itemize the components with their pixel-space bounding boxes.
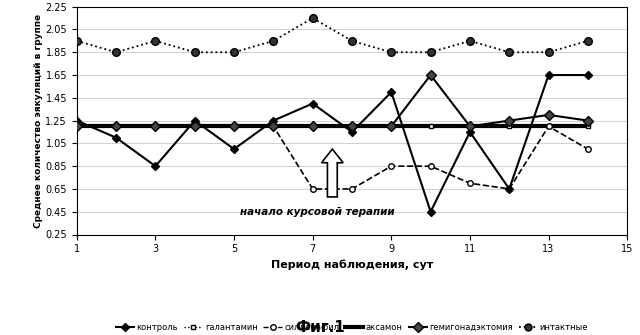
контроль (466, 130, 474, 134)
галантамин (387, 124, 395, 128)
галантамин (230, 124, 238, 128)
силденафил (112, 124, 120, 128)
галантамин (73, 124, 81, 128)
гемигонадэктомия (545, 113, 552, 117)
галантамин (506, 124, 513, 128)
аксамон (545, 124, 552, 128)
Line: силденафил: силденафил (74, 124, 591, 192)
интактные (152, 39, 159, 43)
контроль (506, 187, 513, 191)
интактные (545, 50, 552, 54)
интактные (269, 39, 277, 43)
контроль (230, 147, 238, 151)
аксамон (152, 124, 159, 128)
контроль (152, 164, 159, 168)
гемигонадэктомия (309, 124, 317, 128)
гемигонадэктомия (269, 124, 277, 128)
силденафил (191, 124, 198, 128)
силденафил (348, 187, 356, 191)
аксамон (506, 124, 513, 128)
контроль (348, 130, 356, 134)
интактные (73, 39, 81, 43)
гемигонадэктомия (387, 124, 395, 128)
гемигонадэктомия (466, 124, 474, 128)
Line: интактные: интактные (73, 14, 592, 56)
Line: галантамин: галантамин (74, 124, 590, 129)
аксамон (73, 124, 81, 128)
Line: контроль: контроль (74, 72, 591, 214)
контроль (387, 90, 395, 94)
Line: гемигонадэктомия: гемигонадэктомия (74, 72, 591, 130)
Y-axis label: Среднее количество эякуляций в группе: Среднее количество эякуляций в группе (33, 13, 42, 228)
силденафил (269, 124, 277, 128)
Legend: контроль, галантамин, силденафил, аксамон, гемигонадэктомия, интактные: контроль, галантамин, силденафил, аксамо… (113, 320, 591, 335)
интактные (309, 16, 317, 20)
галантамин (584, 124, 592, 128)
гемигонадэктомия (191, 124, 198, 128)
силденафил (466, 181, 474, 185)
аксамон (584, 124, 592, 128)
гемигонадэктомия (506, 119, 513, 123)
контроль (584, 73, 592, 77)
гемигонадэктомия (112, 124, 120, 128)
аксамон (387, 124, 395, 128)
силденафил (387, 164, 395, 168)
силденафил (309, 187, 317, 191)
силденафил (152, 124, 159, 128)
контроль (427, 210, 435, 214)
аксамон (309, 124, 317, 128)
интактные (506, 50, 513, 54)
галантамин (269, 124, 277, 128)
интактные (584, 39, 592, 43)
контроль (191, 119, 198, 123)
интактные (230, 50, 238, 54)
силденафил (545, 124, 552, 128)
FancyArrow shape (321, 149, 343, 197)
Text: начало курсовой терапии: начало курсовой терапии (240, 207, 395, 217)
интактные (427, 50, 435, 54)
галантамин (348, 124, 356, 128)
контроль (545, 73, 552, 77)
контроль (112, 136, 120, 140)
галантамин (152, 124, 159, 128)
гемигонадэктомия (584, 119, 592, 123)
галантамин (427, 124, 435, 128)
аксамон (427, 124, 435, 128)
интактные (191, 50, 198, 54)
интактные (112, 50, 120, 54)
аксамон (269, 124, 277, 128)
гемигонадэктомия (230, 124, 238, 128)
гемигонадэктомия (427, 73, 435, 77)
контроль (309, 102, 317, 106)
аксамон (191, 124, 198, 128)
гемигонадэктомия (348, 124, 356, 128)
силденафил (230, 124, 238, 128)
силденафил (584, 147, 592, 151)
гемигонадэктомия (73, 124, 81, 128)
галантамин (466, 124, 474, 128)
контроль (73, 119, 81, 123)
галантамин (191, 124, 198, 128)
интактные (348, 39, 356, 43)
аксамон (230, 124, 238, 128)
аксамон (112, 124, 120, 128)
интактные (466, 39, 474, 43)
силденафил (73, 124, 81, 128)
интактные (387, 50, 395, 54)
X-axis label: Период наблюдения, сут: Период наблюдения, сут (271, 260, 433, 270)
гемигонадэктомия (152, 124, 159, 128)
силденафил (427, 164, 435, 168)
аксамон (466, 124, 474, 128)
галантамин (112, 124, 120, 128)
силденафил (506, 187, 513, 191)
галантамин (309, 124, 317, 128)
Text: Фиг.1: Фиг.1 (295, 320, 345, 335)
аксамон (348, 124, 356, 128)
галантамин (545, 124, 552, 128)
контроль (269, 119, 277, 123)
